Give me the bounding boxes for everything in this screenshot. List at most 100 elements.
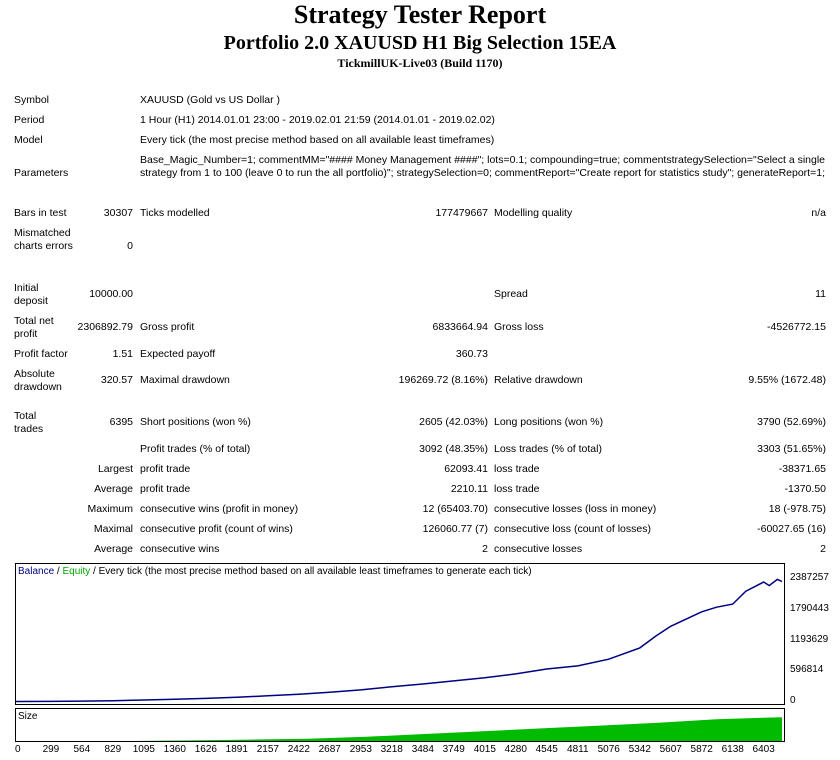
average-consecutive-label: Average	[94, 543, 133, 555]
x-tick-label: 5076	[597, 744, 620, 755]
net-profit-value: 2306892.79	[77, 321, 133, 333]
maximal-loss-label: consecutive loss (count of losses)	[494, 523, 651, 535]
size-label: Size	[18, 711, 38, 722]
deposit-label: Initial deposit	[14, 282, 48, 307]
parameters-value: Base_Magic_Number=1; commentMM="#### Mon…	[140, 154, 826, 179]
long-positions-value: 3790 (52.69%)	[757, 416, 826, 428]
model-label: Model	[14, 134, 43, 146]
x-tick-label: 1626	[194, 744, 217, 755]
x-tick-label: 4545	[535, 744, 558, 755]
size-chart-svg	[16, 717, 782, 741]
legend-description: Every tick (the most precise method base…	[98, 566, 532, 577]
profit-factor-label: Profit factor	[14, 348, 68, 360]
y-tick-label: 1790443	[790, 602, 829, 614]
ticks-value: 177479667	[435, 207, 488, 219]
max-drawdown-value: 196269.72 (8.16%)	[398, 374, 488, 386]
average-profit-value: 2210.11	[450, 483, 488, 495]
spread-value: 11	[815, 288, 826, 300]
parameters-label: Parameters	[14, 167, 69, 179]
largest-loss-label: loss trade	[494, 463, 540, 475]
bars-label: Bars in test	[14, 207, 67, 219]
maximal-loss-value: -60027.65 (16)	[757, 523, 826, 535]
x-tick-label: 4015	[473, 744, 496, 755]
maximum-label: Maximum	[87, 503, 133, 515]
quality-label: Modelling quality	[494, 207, 573, 219]
rel-drawdown-value: 9.55% (1672.48)	[748, 374, 826, 386]
x-tick-label: 0	[15, 744, 21, 755]
x-tick-label: 3218	[380, 744, 403, 755]
avg-wins-label: consecutive wins	[140, 543, 220, 555]
largest-profit-label: profit trade	[140, 463, 191, 475]
total-trades-value: 6395	[109, 416, 133, 428]
x-tick-label: 1095	[132, 744, 155, 755]
abs-drawdown-value: 320.57	[100, 374, 133, 386]
size-volume-area	[16, 717, 782, 741]
y-tick-label: 0	[790, 695, 796, 706]
x-tick-label: 6403	[752, 744, 775, 755]
x-tick-label: 2422	[287, 744, 310, 755]
x-tick-label: 6138	[721, 744, 744, 755]
x-tick-label: 5607	[659, 744, 682, 755]
x-tick-label: 5872	[690, 744, 713, 755]
model-value: Every tick (the most precise method base…	[140, 134, 495, 146]
y-tick-label: 596814	[790, 664, 824, 676]
average-loss-value: -1370.50	[784, 483, 826, 495]
quality-value: n/a	[811, 207, 826, 219]
x-tick-label: 4811	[567, 744, 589, 755]
gross-profit-label: Gross profit	[140, 321, 195, 333]
long-positions-label: Long positions (won %)	[494, 416, 604, 428]
max-wins-label: consecutive wins (profit in money)	[140, 503, 299, 515]
balance-chart-svg	[16, 578, 783, 703]
x-tick-label: 3749	[442, 744, 465, 755]
largest-profit-value: 62093.41	[444, 463, 488, 475]
net-profit-label: Total net profit	[14, 315, 54, 340]
short-positions-value: 2605 (42.03%)	[419, 416, 488, 428]
profit-trades-value: 3092 (48.35%)	[419, 443, 488, 455]
profit-trades-label: Profit trades (% of total)	[140, 443, 251, 455]
abs-drawdown-label: Absolute drawdown	[14, 368, 62, 393]
period-value: 1 Hour (H1) 2014.01.01 23:00 - 2019.02.0…	[140, 114, 495, 126]
x-tick-label: 1360	[163, 744, 186, 755]
largest-label: Largest	[97, 463, 133, 475]
symbol-value: XAUUSD (Gold vs US Dollar )	[140, 94, 281, 106]
average-profit-label: profit trade	[140, 483, 191, 495]
max-losses-label: consecutive losses (loss in money)	[494, 503, 657, 515]
x-tick-label: 5342	[628, 744, 651, 755]
deposit-value: 10000.00	[89, 288, 133, 300]
legend-balance: Balance	[18, 566, 55, 577]
x-tick-label: 829	[104, 744, 122, 755]
report-broker: TickmillUK-Live03 (Build 1170)	[337, 56, 503, 70]
average-label: Average	[94, 483, 133, 495]
y-tick-label: 2387257	[790, 572, 829, 583]
short-positions-label: Short positions (won %)	[140, 416, 251, 428]
gross-loss-value: -4526772.15	[767, 321, 826, 333]
legend-separator-1: /	[54, 566, 63, 577]
balance-series-line	[16, 578, 783, 703]
ticks-label: Ticks modelled	[140, 207, 210, 219]
expected-payoff-value: 360.73	[455, 348, 488, 360]
x-tick-label: 1891	[225, 744, 248, 755]
spread-label: Spread	[494, 288, 528, 300]
max-losses-value: 18 (-978.75)	[768, 503, 826, 515]
loss-trades-value: 3303 (51.65%)	[757, 443, 826, 455]
maximal-profit-label: consecutive profit (count of wins)	[140, 523, 293, 535]
maximal-profit-value: 126060.77 (7)	[422, 523, 488, 535]
x-tick-label: 2953	[349, 744, 372, 755]
avg-wins-value: 2	[482, 543, 488, 555]
x-tick-label: 564	[73, 744, 91, 755]
bars-value: 30307	[103, 207, 133, 219]
x-tick-label: 299	[42, 744, 60, 755]
max-drawdown-label: Maximal drawdown	[140, 374, 230, 386]
expected-payoff-label: Expected payoff	[140, 348, 216, 360]
mismatch-value: 0	[127, 240, 133, 252]
report-title: Strategy Tester Report	[293, 0, 547, 29]
avg-losses-label: consecutive losses	[494, 543, 583, 555]
x-tick-label: 2687	[318, 744, 341, 755]
y-tick-label: 1193629	[790, 633, 829, 645]
size-chart	[15, 708, 785, 742]
chart-legend: Balance / Equity / Every tick (the most …	[18, 566, 532, 578]
loss-trades-label: Loss trades (% of total)	[494, 443, 602, 455]
x-tick-label: 4280	[504, 744, 527, 755]
x-tick-label: 3484	[411, 744, 434, 755]
mismatch-label: Mismatched charts errors	[14, 227, 73, 252]
